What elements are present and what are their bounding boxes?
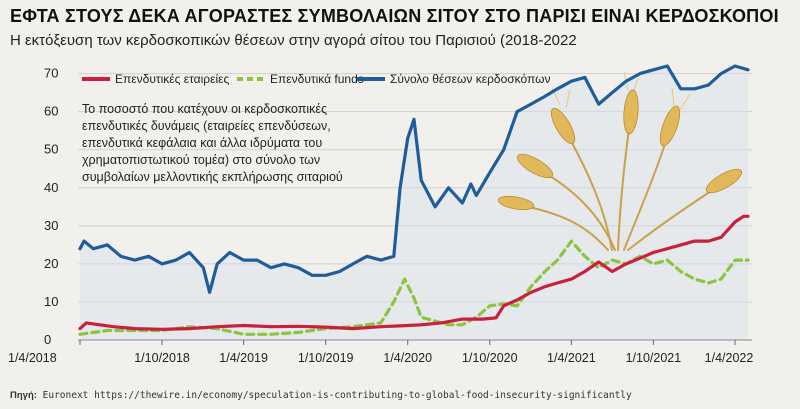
axis-layer: 0 10 20 30 40 50 60 70 1/4/2018 1/10/2018 1/4/2019… <box>8 66 753 365</box>
y-tick-label: 10 <box>44 294 58 309</box>
x-tick-label: 1/10/2018 <box>134 351 190 365</box>
wheat-ear-6 <box>497 195 535 211</box>
x-tick-label: 1/4/2020 <box>383 351 432 365</box>
wheat-ear-4 <box>516 153 554 179</box>
x-tick-label: 1/10/2019 <box>298 351 354 365</box>
total-area-fill <box>80 66 748 340</box>
legend-label-funds: Επενδυτικά funds <box>270 72 364 86</box>
series-line-companies <box>78 214 750 331</box>
x-tick-label: 1/4/2021 <box>547 351 596 365</box>
x-tick-label: 1/10/2020 <box>462 351 518 365</box>
source-label: Πηγή: <box>10 390 37 401</box>
series-line-total <box>78 64 750 294</box>
y-tick-label: 30 <box>44 218 58 233</box>
y-tick-label: 0 <box>44 332 51 347</box>
y-tick-label: 60 <box>44 104 58 119</box>
legend-label-total: Σύνολο θέσεων κερδοσκόπων <box>390 72 551 86</box>
source-text: Euronext https://thewire.in/economy/spec… <box>36 390 632 401</box>
chart-subtitle: Η εκτόξευση των κερδοσκοπικών θέσεων στη… <box>10 32 577 49</box>
x-tick-label: 1/10/2021 <box>626 351 682 365</box>
wheat-stem-6 <box>519 204 609 251</box>
wheat-ear-2 <box>623 89 639 135</box>
y-tick-label: 20 <box>44 256 58 271</box>
x-tick-label: 1/4/2019 <box>219 351 268 365</box>
area-layer <box>80 66 748 340</box>
y-tick-label: 50 <box>44 142 58 157</box>
wheat-ear-1 <box>550 107 576 145</box>
wheat-stem-3 <box>623 134 669 251</box>
x-tick-label: 1/4/2018 <box>8 351 57 365</box>
legend-label-companies: Επενδυτικές εταιρείες <box>115 72 229 86</box>
chart-title: ΕΦΤΑ ΣΤΟΥΣ ΔΕΚΑ ΑΓΟΡΑΣΤΕΣ ΣΥΜΒΟΛΑΙΩΝ ΣΙΤ… <box>10 6 779 26</box>
wheat-ear-3 <box>659 105 681 147</box>
wheat-ear-5 <box>705 168 743 194</box>
source-note: Πηγή: Euronext https://thewire.in/econom… <box>10 390 632 401</box>
series-layer <box>78 64 750 336</box>
series-line-funds <box>78 239 750 336</box>
x-tick-label: 1/4/2022 <box>705 351 754 365</box>
y-tick-label: 70 <box>44 66 58 81</box>
chart-annotation: Το ποσοστό που κατέχουν οι κερδοσκοπικές… <box>82 102 343 184</box>
y-tick-label: 40 <box>44 180 58 195</box>
wheat-illustration <box>497 71 743 251</box>
legend: Επενδυτικές εταιρείες Επενδυτικά funds Σ… <box>82 72 551 86</box>
